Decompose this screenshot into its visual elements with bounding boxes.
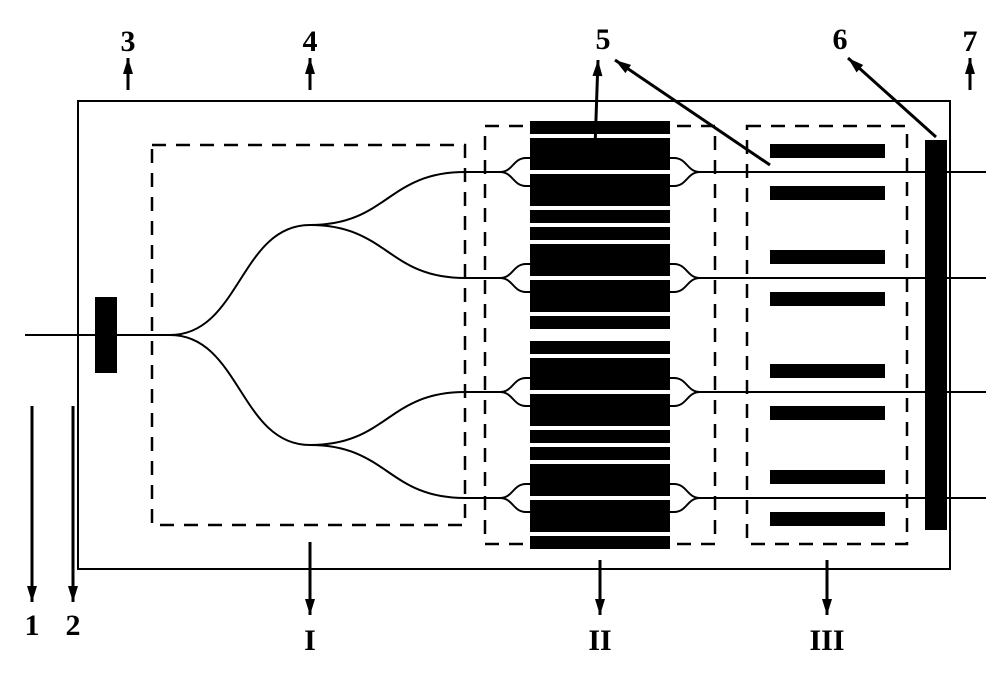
label-5: 5 (596, 23, 611, 56)
label-III: III (809, 624, 844, 657)
label-4: 4 (303, 25, 318, 58)
label-3: 3 (121, 25, 136, 58)
label-II: II (588, 624, 611, 657)
label-1: 1 (25, 609, 40, 642)
label-7: 7 (963, 25, 978, 58)
label-I: I (304, 624, 316, 657)
label-6: 6 (833, 23, 848, 56)
label-2: 2 (66, 609, 81, 642)
